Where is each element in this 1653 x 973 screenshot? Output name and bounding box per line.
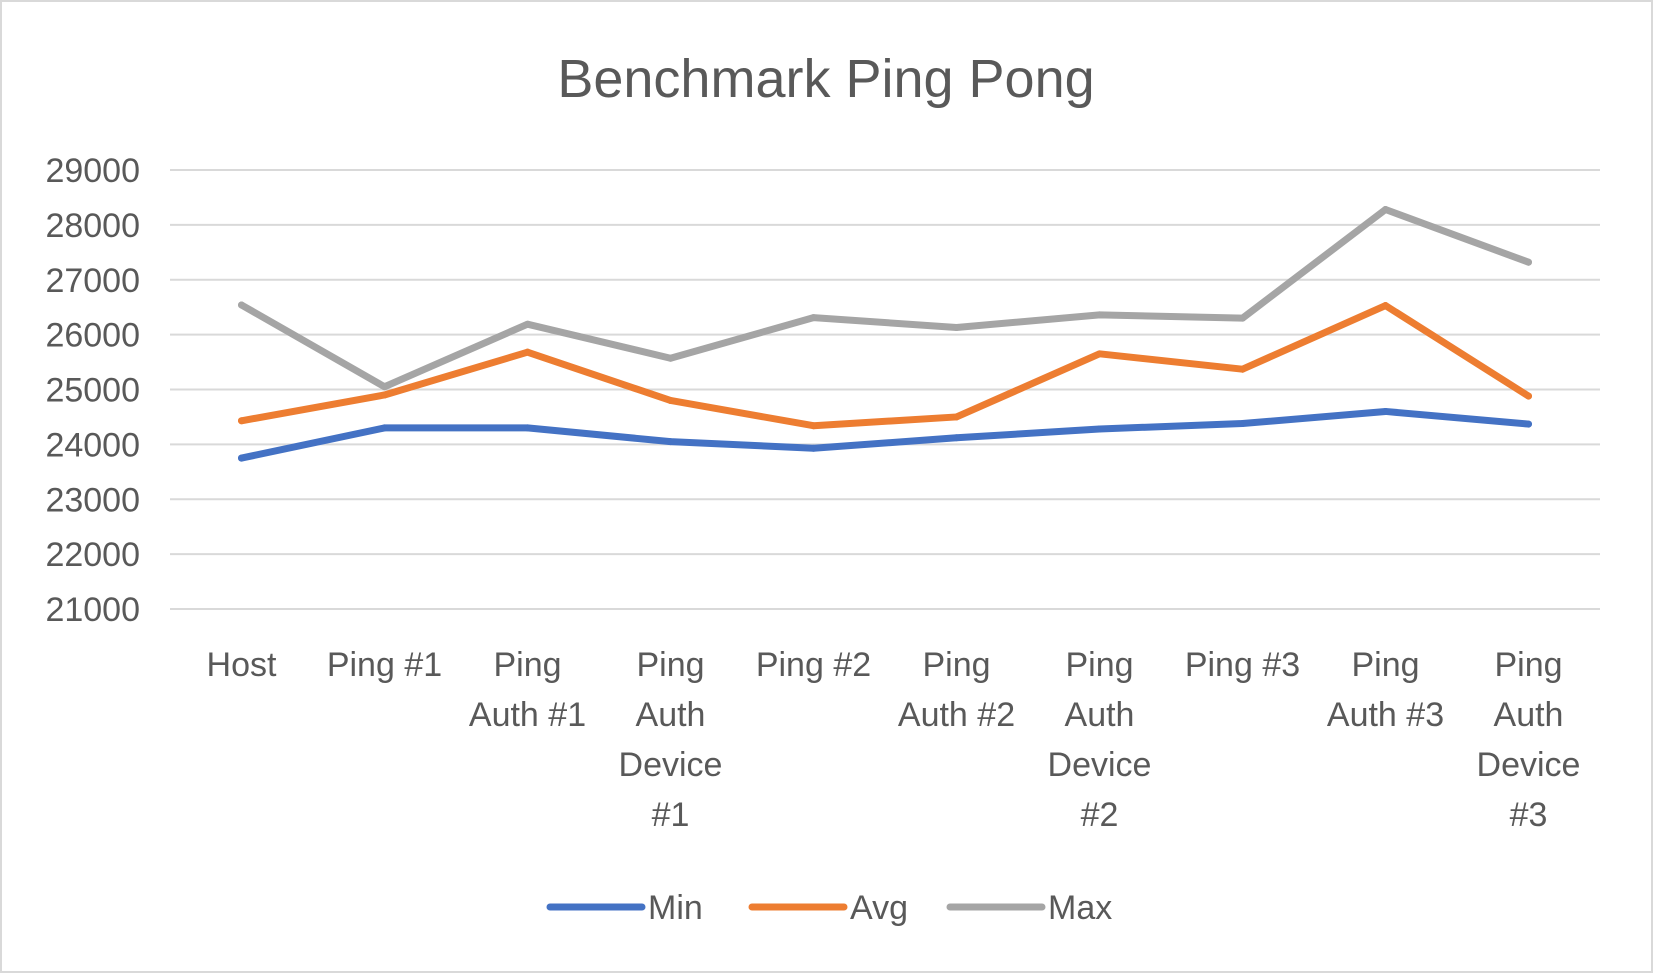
data-point-max xyxy=(1239,314,1246,322)
data-point-max xyxy=(1382,206,1389,214)
y-tick-label: 22000 xyxy=(45,536,140,574)
x-tick-label-line: Device xyxy=(1477,746,1581,784)
data-point-max xyxy=(1525,258,1532,266)
x-tick-label-line: Ping #2 xyxy=(756,646,871,684)
data-point-min xyxy=(810,444,817,452)
series-line-min xyxy=(238,407,1532,462)
data-point-avg xyxy=(667,396,674,404)
data-point-min xyxy=(238,454,245,462)
data-point-min xyxy=(953,434,960,442)
data-point-min xyxy=(667,438,674,446)
x-tick-label: Ping Auth Device #3 xyxy=(1477,646,1581,834)
y-tick-label: 29000 xyxy=(45,152,140,190)
x-tick-label-line: Ping xyxy=(1065,646,1133,684)
legend-label-max: Max xyxy=(1048,889,1112,927)
x-tick-label-line: Ping xyxy=(493,646,561,684)
x-tick-label: Ping Auth Device #1 xyxy=(619,646,723,834)
series-line-avg xyxy=(238,302,1532,430)
data-point-avg xyxy=(1525,392,1532,400)
y-tick-label: 23000 xyxy=(45,481,140,519)
x-tick-label: Host xyxy=(207,646,277,684)
data-point-avg xyxy=(1239,365,1246,373)
x-tick-label-line: #1 xyxy=(652,796,690,834)
data-point-avg xyxy=(1382,302,1389,310)
x-tick-label-line: Device xyxy=(1048,746,1152,784)
x-tick-label: Ping Auth Device #2 xyxy=(1048,646,1152,834)
data-point-min xyxy=(524,424,531,432)
data-point-max xyxy=(1096,311,1103,319)
data-point-min xyxy=(1096,425,1103,433)
x-tick-label-line: Auth #1 xyxy=(469,696,586,734)
data-point-max xyxy=(238,301,245,309)
x-tick-label: Ping Auth #2 xyxy=(898,646,1015,734)
x-tick-label: Ping #2 xyxy=(756,646,871,684)
data-point-min xyxy=(1239,420,1246,428)
x-tick-label-line: Ping xyxy=(1494,646,1562,684)
data-point-max xyxy=(381,383,388,391)
x-tick-label: Ping Auth #3 xyxy=(1327,646,1444,734)
data-point-min xyxy=(1525,420,1532,428)
y-tick-label: 24000 xyxy=(45,426,140,464)
x-tick-label-line: Auth xyxy=(1065,696,1135,734)
x-tick-label-line: Auth xyxy=(636,696,706,734)
x-tick-label-line: Ping xyxy=(922,646,990,684)
data-point-min xyxy=(381,424,388,432)
data-point-avg xyxy=(524,348,531,356)
x-tick-label-line: Host xyxy=(207,646,277,684)
data-point-max xyxy=(667,354,674,362)
legend-label-min: Min xyxy=(648,889,703,927)
data-point-avg xyxy=(381,391,388,399)
data-point-avg xyxy=(810,422,817,430)
x-tick-label-line: Device xyxy=(619,746,723,784)
x-tick-label-line: #3 xyxy=(1510,796,1548,834)
x-tick-label: Ping #3 xyxy=(1185,646,1300,684)
data-point-avg xyxy=(953,413,960,421)
x-tick-label-line: Ping #3 xyxy=(1185,646,1300,684)
x-tick-label-line: Auth xyxy=(1494,696,1564,734)
x-tick-label-line: Auth #3 xyxy=(1327,696,1444,734)
data-point-avg xyxy=(238,417,245,425)
y-tick-label: 25000 xyxy=(45,372,140,410)
data-point-max xyxy=(953,323,960,331)
x-tick-label: Ping #1 xyxy=(327,646,442,684)
y-tick-label: 21000 xyxy=(45,591,140,629)
legend-label-avg: Avg xyxy=(850,889,908,927)
x-tick-label-line: Ping xyxy=(636,646,704,684)
x-tick-label: Ping Auth #1 xyxy=(469,646,586,734)
data-point-max xyxy=(524,320,531,328)
x-tick-label-line: #2 xyxy=(1081,796,1119,834)
data-point-min xyxy=(1382,407,1389,415)
y-tick-label: 28000 xyxy=(45,207,140,245)
series-line-max xyxy=(238,206,1532,391)
y-tick-label: 26000 xyxy=(45,317,140,355)
chart-title: Benchmark Ping Pong xyxy=(557,49,1094,109)
x-tick-label-line: Auth #2 xyxy=(898,696,1015,734)
x-tick-label-line: Ping #1 xyxy=(327,646,442,684)
y-tick-label: 27000 xyxy=(45,262,140,300)
x-tick-label-line: Ping xyxy=(1351,646,1419,684)
data-point-avg xyxy=(1096,350,1103,358)
data-point-max xyxy=(810,314,817,322)
